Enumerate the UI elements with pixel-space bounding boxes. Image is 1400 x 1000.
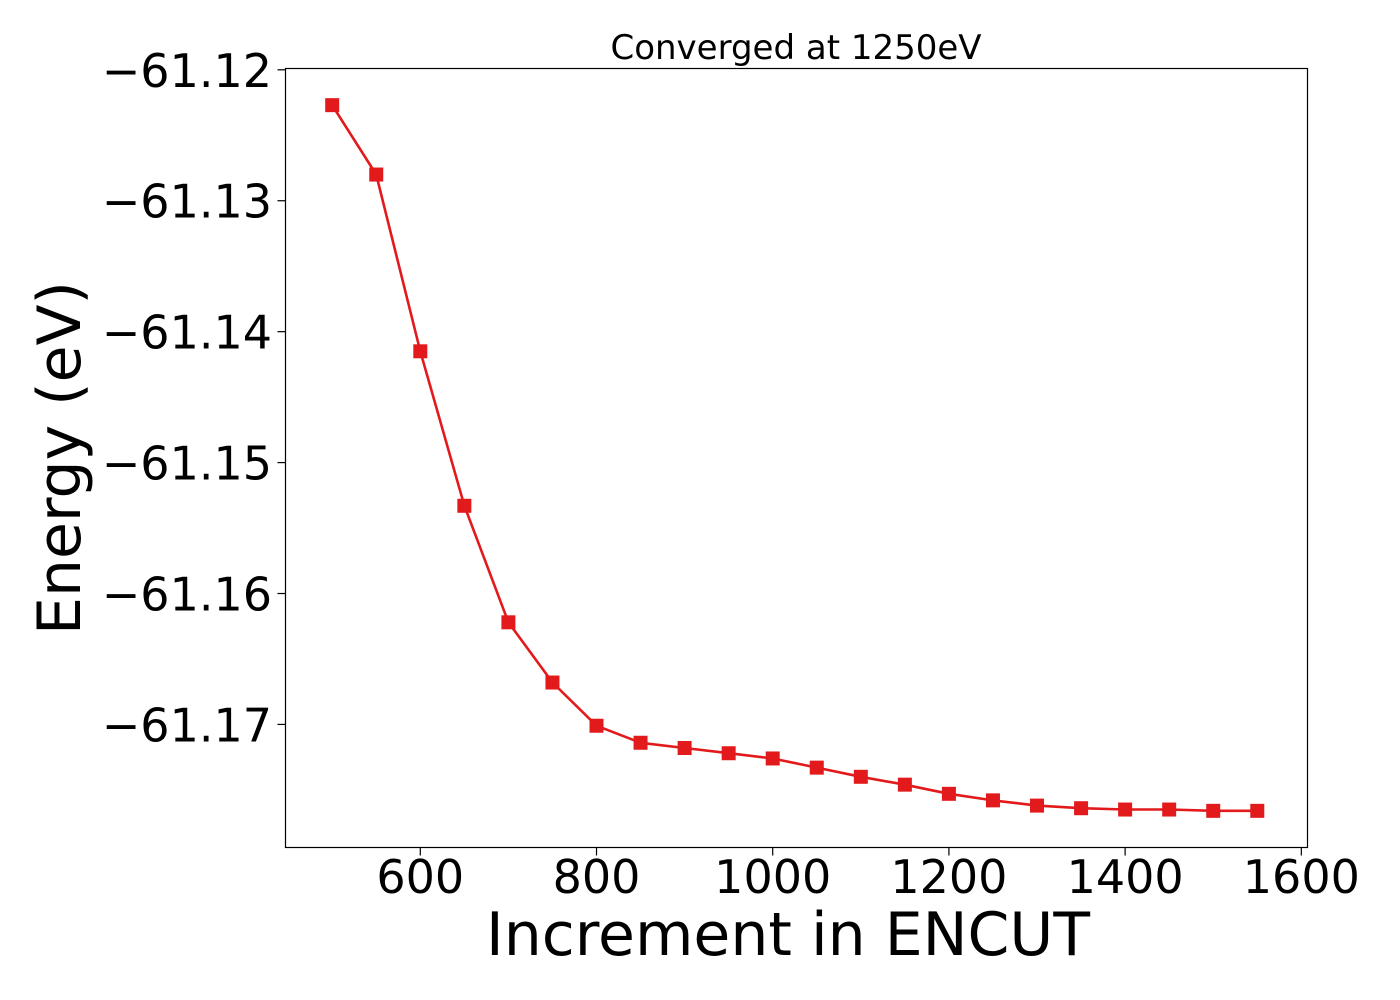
data-point (545, 675, 560, 690)
x-axis-label: Increment in ENCUT (486, 900, 1090, 970)
x-tick-label: 600 (376, 850, 464, 904)
plot-frame (284, 67, 1309, 849)
y-tick-label: −61.12 (102, 44, 272, 98)
series-line (331, 104, 1258, 813)
data-point (985, 793, 1000, 808)
x-tick-label: 1000 (714, 850, 831, 904)
data-point (457, 498, 472, 513)
x-tick-label: 800 (553, 850, 641, 904)
data-point (1118, 802, 1133, 817)
y-tick-label: −61.14 (102, 306, 272, 360)
data-point (853, 769, 868, 784)
data-point (1030, 798, 1045, 813)
x-tick-label: 1200 (890, 850, 1007, 904)
y-tick-label: −61.13 (102, 175, 272, 229)
series-markers (325, 98, 1265, 818)
data-point (765, 751, 780, 766)
data-point (1074, 801, 1089, 816)
data-point (325, 98, 340, 113)
data-point (1162, 802, 1177, 817)
data-point (1206, 803, 1221, 818)
data-point (677, 740, 692, 755)
x-axis: 600 800 1000 1200 1400 1600 (376, 847, 1360, 904)
data-point (633, 735, 648, 750)
data-point (941, 786, 956, 801)
chart-title: Converged at 1250eV (610, 28, 981, 68)
data-point (413, 344, 428, 359)
y-axis: −61.17 −61.16 −61.15 −61.14 −61.13 −61.12 (102, 44, 286, 752)
x-tick-label: 1600 (1243, 850, 1360, 904)
data-point (589, 718, 604, 733)
data-point (501, 615, 516, 630)
y-tick-label: −61.16 (102, 568, 272, 622)
data-point (721, 746, 736, 761)
x-tick-label: 1400 (1067, 850, 1184, 904)
data-point (1250, 803, 1265, 818)
y-axis-label: Energy (eV) (25, 281, 95, 635)
data-point (897, 777, 912, 792)
data-point (369, 167, 384, 182)
y-tick-label: −61.15 (102, 437, 272, 491)
data-point (809, 760, 824, 775)
y-tick-label: −61.17 (102, 698, 272, 752)
